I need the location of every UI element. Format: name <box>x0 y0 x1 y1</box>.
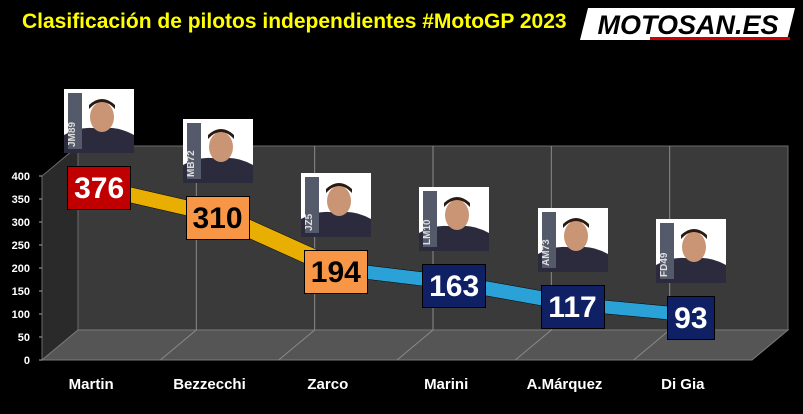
y-axis-ticks: 0 50 100 150 200 250 300 350 400 <box>12 171 42 367</box>
y-tick-label: 150 <box>12 286 30 298</box>
y-tick-label: 200 <box>12 263 30 275</box>
rider-photo-icon: JZ5 <box>300 172 371 237</box>
rider-number-label: MB72 <box>185 150 197 178</box>
floor-divider <box>633 329 670 361</box>
rider-photo-icon: FD49 <box>655 219 726 284</box>
floor-divider <box>278 329 315 361</box>
rider-number-label: FD49 <box>658 252 670 278</box>
floor-divider <box>396 329 434 361</box>
data-label: 117 <box>540 285 605 330</box>
y-tick-label: 0 <box>24 355 30 367</box>
rider-photo-icon: MB72 <box>182 119 253 184</box>
logo-text: MOTOSAN.ES <box>597 10 778 40</box>
x-category-label: Di Gia <box>661 376 705 393</box>
rider-photo-icon: JM89 <box>64 89 135 154</box>
y-tick-label: 400 <box>12 171 30 183</box>
motosan-logo: MOTOSAN.ES <box>580 8 795 40</box>
data-label: 310 <box>185 196 250 241</box>
x-category-label: Zarco <box>307 376 348 393</box>
rider-number-label: AM73 <box>540 239 552 267</box>
x-category-label: A.Márquez <box>527 376 603 393</box>
data-label: 163 <box>422 264 487 309</box>
rider-number-label: LM10 <box>422 219 434 246</box>
x-category-label: Bezzecchi <box>173 376 246 393</box>
x-category-label: Martin <box>69 376 114 393</box>
rider-photo-icon: LM10 <box>419 187 490 252</box>
y-tick-label: 250 <box>12 240 30 252</box>
rider-number-label: JM89 <box>67 122 79 148</box>
data-label: 93 <box>666 296 715 341</box>
x-axis-labels: Martin Bezzecchi Zarco Marini A.Márquez Di Gi… <box>69 376 705 393</box>
y-tick-label: 100 <box>12 309 30 321</box>
data-label: 376 <box>67 166 132 211</box>
floor-divider <box>515 329 552 361</box>
rider-photo-icon: AM73 <box>537 208 608 273</box>
y-tick-label: 50 <box>18 332 30 344</box>
data-label: 194 <box>303 249 368 294</box>
rider-number-label: JZ5 <box>303 213 315 231</box>
y-tick-label: 300 <box>12 217 30 229</box>
x-category-label: Marini <box>424 376 468 393</box>
chart-title: Clasificación de pilotos independientes … <box>22 10 567 33</box>
y-tick-label: 350 <box>12 194 30 206</box>
floor-divider <box>160 329 197 361</box>
